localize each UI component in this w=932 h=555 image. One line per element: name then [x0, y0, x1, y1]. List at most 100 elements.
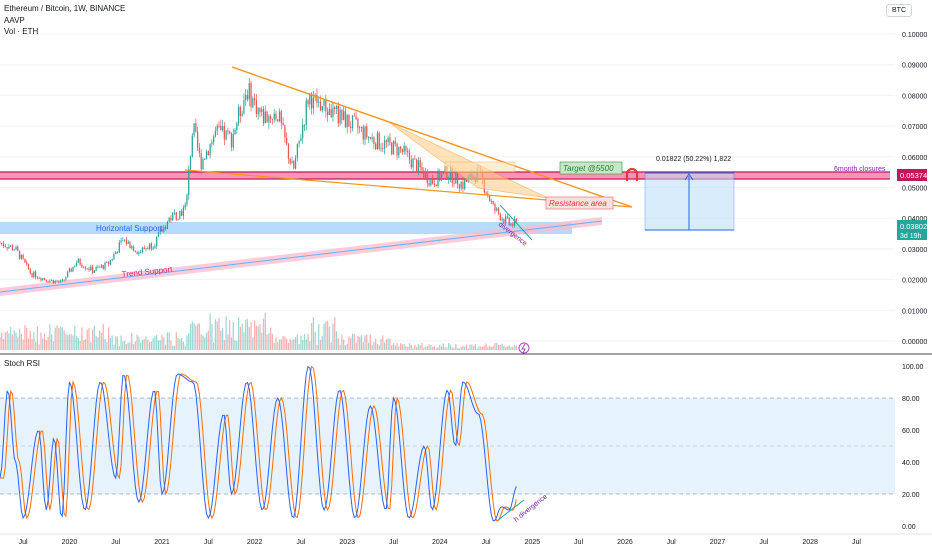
- candle-body: [227, 130, 229, 132]
- candle-body: [344, 111, 347, 128]
- volume-bar: [90, 342, 92, 350]
- candle-body: [152, 247, 154, 249]
- candle-body: [326, 111, 329, 115]
- volume-bar: [446, 347, 448, 350]
- volume-bar: [8, 333, 10, 350]
- indicator-volume[interactable]: Vol · ETH: [4, 27, 39, 36]
- volume-bar: [184, 345, 186, 350]
- time-axis[interactable]: Jul 2020 Jul 2021 Jul 2022 Jul 2023 Jul 2024 Jul 20…: [19, 539, 862, 546]
- candle-body: [225, 130, 227, 140]
- time-tick-label: Jul: [852, 539, 861, 546]
- candle-body: [100, 265, 103, 268]
- candle-body: [42, 278, 44, 281]
- candle-body: [220, 125, 222, 131]
- volume-bar: [193, 323, 195, 350]
- candle-body: [439, 170, 441, 181]
- lightning-icon[interactable]: [518, 342, 530, 354]
- candle-body: [494, 203, 496, 211]
- volume-bar: [303, 333, 306, 350]
- candle-body: [270, 116, 272, 119]
- candle-body: [43, 278, 46, 280]
- candle-body: [116, 252, 119, 253]
- volume-bar: [326, 320, 329, 350]
- volume-bar: [198, 323, 201, 350]
- candle-body: [33, 271, 35, 277]
- volume-bar: [350, 338, 352, 350]
- volume-bar: [508, 345, 510, 350]
- volume-bar: [346, 343, 348, 350]
- time-tick-label: Jul: [667, 539, 676, 546]
- candle-body: [497, 208, 500, 214]
- volume-bar: [72, 335, 74, 350]
- volume-bar: [462, 345, 464, 350]
- volume-bar: [173, 345, 176, 350]
- candle-body: [26, 262, 28, 264]
- volume-bar: [360, 335, 363, 350]
- candle-body: [464, 179, 466, 189]
- volume-bar: [88, 328, 90, 350]
- volume-bar: [503, 346, 505, 350]
- volume-bar: [444, 347, 446, 350]
- stoch-rsi-label[interactable]: Stoch RSI: [4, 359, 41, 368]
- candle-body: [430, 178, 432, 186]
- volume-bar: [81, 327, 83, 350]
- symbol-title[interactable]: Ethereum / Bitcoin, 1W, BINANCE: [4, 4, 126, 13]
- volume-bar: [22, 339, 24, 350]
- candle-body: [27, 263, 30, 270]
- volume-bar: [214, 319, 217, 350]
- candle-body: [426, 171, 428, 184]
- volume-bar: [262, 318, 265, 350]
- volume-bar: [31, 338, 33, 350]
- volume-bar: [453, 347, 455, 350]
- volume-bar: [499, 344, 501, 350]
- candle-body: [150, 243, 152, 249]
- candle-body: [410, 159, 412, 168]
- candle-body: [405, 145, 407, 151]
- candle-body: [373, 137, 375, 144]
- candle-body: [106, 262, 108, 263]
- volume-bar: [362, 342, 364, 350]
- rsi-axis[interactable]: 100.00 80.00 60.00 40.00 20.00 0.00: [902, 364, 924, 531]
- candle-body: [341, 109, 343, 120]
- rsi-tick-label: 60.00: [902, 428, 920, 435]
- candle-body: [332, 107, 334, 118]
- volume-bar: [168, 332, 170, 350]
- candle-body: [218, 125, 220, 127]
- six-month-label: 6month closures: [834, 166, 886, 173]
- volume-bar: [24, 324, 26, 350]
- time-tick-label: Jul: [482, 539, 491, 546]
- candle-body: [52, 279, 55, 284]
- currency-button[interactable]: BTC: [886, 4, 912, 17]
- volume-bar: [202, 335, 204, 350]
- price-tick-label: 0.05000: [902, 186, 927, 193]
- candle-body: [401, 149, 404, 153]
- horizontal-support-zone: [0, 222, 572, 234]
- volume-bar: [100, 332, 103, 350]
- volume-bar: [344, 345, 347, 350]
- volume-bar: [156, 334, 158, 350]
- candle-body: [391, 142, 393, 155]
- volume-bar: [200, 334, 202, 350]
- time-tick-label: 2025: [525, 539, 541, 546]
- volume-bar: [241, 323, 243, 350]
- rsi-tick-label: 100.00: [902, 364, 924, 371]
- candle-body: [355, 116, 357, 120]
- candle-body: [277, 119, 279, 122]
- indicator-aavp[interactable]: AAVP: [4, 16, 25, 25]
- volume-bar: [4, 332, 6, 350]
- candle-body: [513, 219, 516, 226]
- volume-bar: [124, 340, 126, 350]
- candle-body: [79, 259, 81, 265]
- candle-body: [70, 268, 72, 272]
- volume-bar: [170, 340, 172, 350]
- volume-bar: [177, 338, 179, 350]
- candle-body: [246, 94, 249, 100]
- volume-bar: [20, 333, 22, 350]
- candle-body: [230, 133, 233, 148]
- volume-bar: [490, 347, 493, 350]
- price-axis[interactable]: 0.10000 0.09000 0.08000 0.07000 0.06000 0.050…: [902, 32, 927, 346]
- volume-bar: [65, 333, 67, 350]
- volume-bar: [391, 345, 393, 350]
- candle-body: [364, 126, 366, 140]
